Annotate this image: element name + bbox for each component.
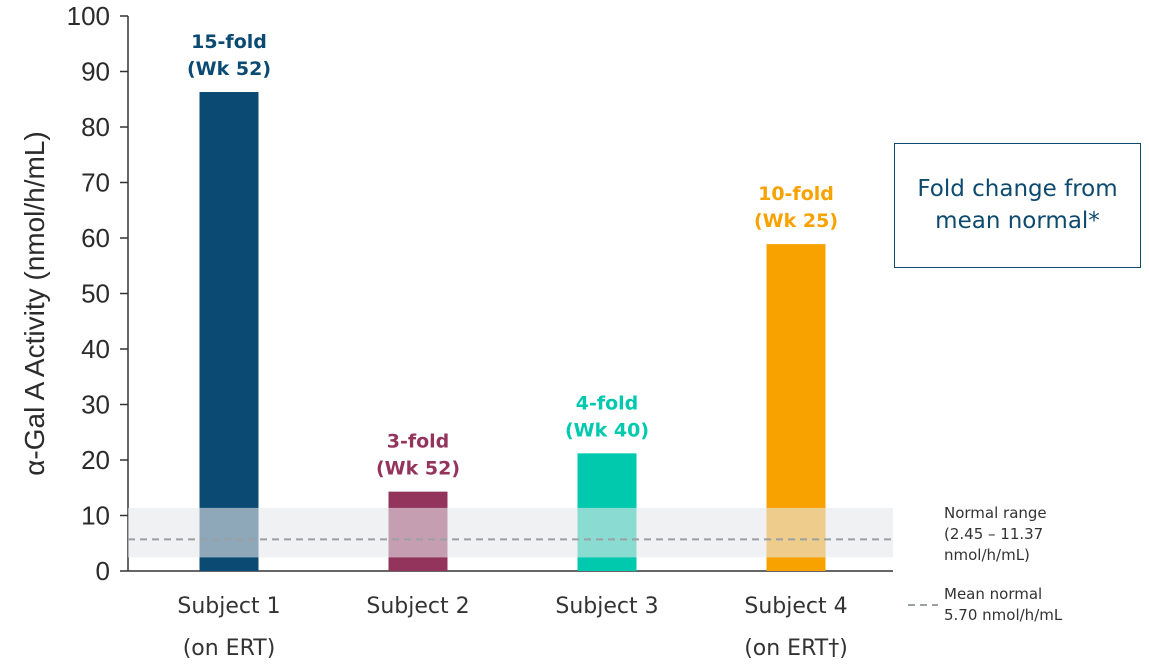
x-category-sublabel: (on ERT) xyxy=(183,636,276,661)
y-tick-label: 100 xyxy=(67,1,110,31)
y-tick-label: 90 xyxy=(81,57,110,87)
y-tick-label: 20 xyxy=(81,445,110,475)
legend-box-line-1: Fold change from xyxy=(917,176,1118,203)
y-tick-label: 70 xyxy=(81,168,110,198)
bar-week-label: (Wk 52) xyxy=(187,58,271,80)
legend-box-line-2: mean normal* xyxy=(935,207,1100,234)
bar-fold-label: 3-fold xyxy=(387,431,450,453)
y-tick-label: 10 xyxy=(81,501,110,531)
x-category-sublabel: (on ERT†) xyxy=(744,636,848,661)
fold-change-legend-box: Fold change from mean normal* xyxy=(894,143,1141,268)
bar-fold-label: 4-fold xyxy=(576,392,639,414)
x-category-label: Subject 1 xyxy=(177,594,280,619)
normal-range-band xyxy=(128,507,893,558)
x-category-label: Subject 3 xyxy=(555,594,658,619)
bar-subject-1 xyxy=(199,92,259,571)
x-category-label: Subject 4 xyxy=(744,594,847,619)
y-axis-label: α-Gal A Activity (nmol/h/mL) xyxy=(19,131,50,476)
y-tick-label: 30 xyxy=(81,390,110,420)
y-axis-ticks: 0 10 20 30 40 50 60 70 80 90 100 xyxy=(67,1,128,586)
x-axis-categories: Subject 1 (on ERT) Subject 2 Subject 3 Subje… xyxy=(177,594,847,661)
bar-fold-label: 15-fold xyxy=(191,31,267,53)
normal-range-label: Normal range (2.45 – 11.37 nmol/h/mL) xyxy=(944,504,1051,564)
y-tick-label: 50 xyxy=(81,279,110,309)
y-tick-label: 0 xyxy=(96,556,110,586)
y-tick-label: 80 xyxy=(81,112,110,142)
y-tick-label: 60 xyxy=(81,223,110,253)
bar-week-label: (Wk 52) xyxy=(376,458,460,480)
bar-fold-label: 10-fold xyxy=(758,183,834,205)
x-category-label: Subject 2 xyxy=(366,594,469,619)
y-tick-label: 40 xyxy=(81,334,110,364)
bars xyxy=(199,92,826,572)
bar-labels: 15-fold (Wk 52) 3-fold (Wk 52) 4-fold (Wk 40)… xyxy=(187,31,838,480)
bar-week-label: (Wk 40) xyxy=(565,419,649,441)
mean-normal-label: Mean normal 5.70 nmol/h/mL xyxy=(944,585,1063,624)
bar-week-label: (Wk 25) xyxy=(754,210,838,232)
